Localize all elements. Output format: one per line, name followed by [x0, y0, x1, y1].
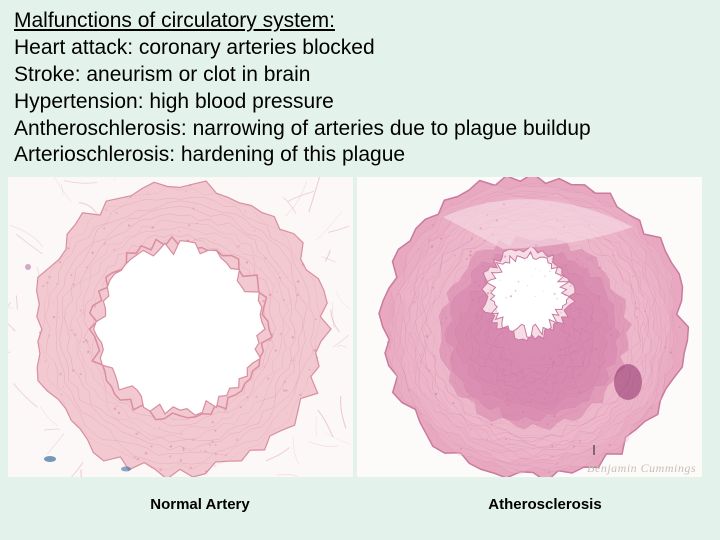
line-2: Stroke: aneurism or clot in brain — [14, 62, 706, 89]
normal-artery-figure — [8, 177, 353, 482]
slide-heading: Malfunctions of circulatory system: — [14, 8, 706, 35]
line-3: Hypertension: high blood pressure — [14, 89, 706, 116]
images-row: Benjamin Cummings — [0, 175, 720, 482]
line-5: Arterioschlerosis: hardening of this pla… — [14, 142, 706, 169]
line-1: Heart attack: coronary arteries blocked — [14, 35, 706, 62]
watermark: Benjamin Cummings — [587, 461, 696, 476]
caption-athero: Atherosclerosis — [360, 496, 720, 513]
text-block: Malfunctions of circulatory system: Hear… — [0, 0, 720, 175]
atherosclerosis-figure: Benjamin Cummings — [357, 177, 702, 482]
slide: Malfunctions of circulatory system: Hear… — [0, 0, 720, 540]
captions-row: Normal Artery Atherosclerosis — [0, 482, 720, 513]
normal-artery-svg — [8, 177, 353, 477]
caption-normal: Normal Artery — [0, 496, 360, 513]
atherosclerosis-svg — [357, 177, 702, 477]
line-4: Antheroschlerosis: narrowing of arteries… — [14, 116, 706, 143]
